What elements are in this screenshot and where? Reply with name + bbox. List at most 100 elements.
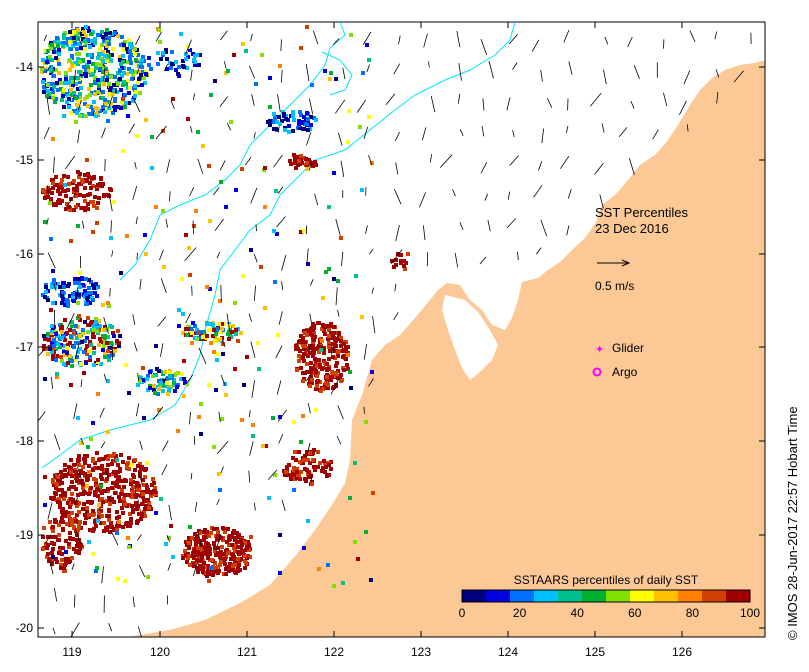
sst-pixel bbox=[165, 57, 169, 61]
sst-pixel bbox=[74, 188, 78, 192]
current-vector bbox=[139, 440, 143, 450]
sst-pixel bbox=[72, 547, 76, 551]
current-vector bbox=[452, 189, 456, 197]
sst-pixel bbox=[128, 512, 132, 516]
sst-pixel bbox=[95, 566, 99, 570]
current-vector bbox=[216, 251, 221, 259]
sst-pixel bbox=[318, 461, 322, 465]
sst-pixel bbox=[186, 45, 190, 49]
sst-pixel bbox=[106, 50, 110, 54]
sst-pixel bbox=[122, 71, 126, 75]
sst-pixel bbox=[65, 351, 69, 355]
sst-pixel bbox=[76, 87, 80, 91]
current-vector bbox=[170, 100, 175, 109]
sst-pixel bbox=[46, 332, 50, 336]
sst-pixel bbox=[314, 347, 318, 351]
sst-pixel bbox=[48, 347, 52, 351]
sst-pixel bbox=[315, 384, 319, 388]
sst-pixel bbox=[70, 556, 74, 560]
sst-pixel bbox=[327, 345, 331, 349]
sst-pixel bbox=[182, 377, 186, 381]
sst-pixel bbox=[300, 120, 304, 124]
sst-pixel bbox=[68, 58, 72, 62]
sst-pixel bbox=[292, 466, 296, 470]
sst-pixel bbox=[295, 155, 299, 159]
sst-pixel bbox=[68, 68, 72, 72]
sst-pixel bbox=[89, 200, 93, 204]
sst-pixel bbox=[66, 81, 70, 85]
sst-pixel bbox=[267, 496, 271, 500]
sst-pixel bbox=[136, 81, 140, 85]
sst-pixel bbox=[226, 527, 230, 531]
sst-pixel bbox=[143, 514, 147, 518]
current-vector bbox=[459, 129, 464, 137]
current-vector bbox=[362, 31, 372, 45]
sst-pixel bbox=[87, 349, 91, 353]
sst-pixel bbox=[66, 284, 70, 288]
sst-pixel bbox=[191, 562, 195, 566]
sst-pixel bbox=[79, 469, 83, 473]
sst-pixel bbox=[82, 350, 86, 354]
sst-pixel bbox=[54, 347, 58, 351]
sst-pixel bbox=[112, 500, 116, 504]
sst-pixel bbox=[332, 584, 336, 588]
sst-pixel bbox=[106, 463, 110, 467]
sst-pixel bbox=[86, 323, 90, 327]
sst-pixel bbox=[112, 200, 116, 204]
current-vector bbox=[428, 61, 430, 68]
sst-pixel bbox=[209, 341, 213, 345]
sst-pixel bbox=[325, 375, 329, 379]
sst-pixel bbox=[354, 274, 358, 278]
sst-pixel bbox=[144, 504, 148, 508]
sst-pixel bbox=[144, 72, 148, 76]
current-vector bbox=[337, 405, 344, 420]
sst-pixel bbox=[332, 331, 336, 335]
sst-pixel bbox=[323, 69, 327, 73]
sst-pixel bbox=[56, 342, 60, 346]
sst-pixel bbox=[163, 370, 167, 374]
current-vector bbox=[73, 69, 77, 88]
sst-pixel bbox=[85, 336, 89, 340]
sst-pixel bbox=[150, 166, 154, 170]
sst-pixel bbox=[144, 467, 148, 471]
sst-pixel bbox=[173, 389, 177, 393]
sst-pixel bbox=[119, 106, 123, 110]
sst-pixel bbox=[318, 363, 322, 367]
sst-pixel bbox=[60, 98, 64, 102]
sst-pixel bbox=[112, 528, 116, 532]
sst-pixel bbox=[206, 556, 210, 560]
sst-pixel bbox=[77, 510, 81, 514]
sst-pixel bbox=[180, 372, 184, 376]
sst-pixel bbox=[104, 107, 108, 111]
current-vector bbox=[398, 35, 401, 45]
sst-pixel bbox=[147, 490, 151, 494]
sst-pixel bbox=[94, 317, 98, 321]
credit-text: © IMOS 28-Jun-2017 22:57 Hobart Time bbox=[785, 406, 800, 640]
current-vector bbox=[369, 248, 374, 255]
current-vector bbox=[220, 284, 222, 302]
sst-pixel bbox=[58, 479, 62, 483]
sst-pixel bbox=[349, 33, 353, 37]
sst-pixel bbox=[364, 420, 368, 424]
sst-pixel bbox=[87, 87, 91, 91]
sst-pixel bbox=[296, 163, 300, 167]
sst-pixel bbox=[46, 298, 50, 302]
current-vector bbox=[395, 162, 399, 175]
sst-pixel bbox=[100, 464, 104, 468]
current-vector bbox=[65, 155, 76, 170]
sst-pixel bbox=[87, 492, 91, 496]
sst-pixel bbox=[70, 523, 74, 527]
current-vector bbox=[80, 437, 85, 445]
sst-pixel bbox=[201, 335, 205, 339]
sst-pixel bbox=[72, 485, 76, 489]
sst-pixel bbox=[97, 458, 101, 462]
sst-pixel bbox=[91, 552, 95, 556]
sst-pixel bbox=[59, 520, 63, 524]
sst-pixel bbox=[103, 355, 107, 359]
sst-pixel bbox=[215, 328, 219, 332]
sst-pixel bbox=[64, 539, 68, 543]
current-vector bbox=[136, 64, 141, 75]
sst-pixel bbox=[86, 104, 90, 108]
sst-pixel bbox=[73, 281, 77, 285]
sst-pixel bbox=[57, 523, 61, 527]
